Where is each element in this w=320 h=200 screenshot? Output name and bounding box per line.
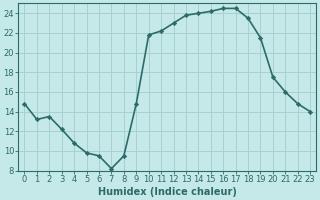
X-axis label: Humidex (Indice chaleur): Humidex (Indice chaleur) (98, 187, 237, 197)
